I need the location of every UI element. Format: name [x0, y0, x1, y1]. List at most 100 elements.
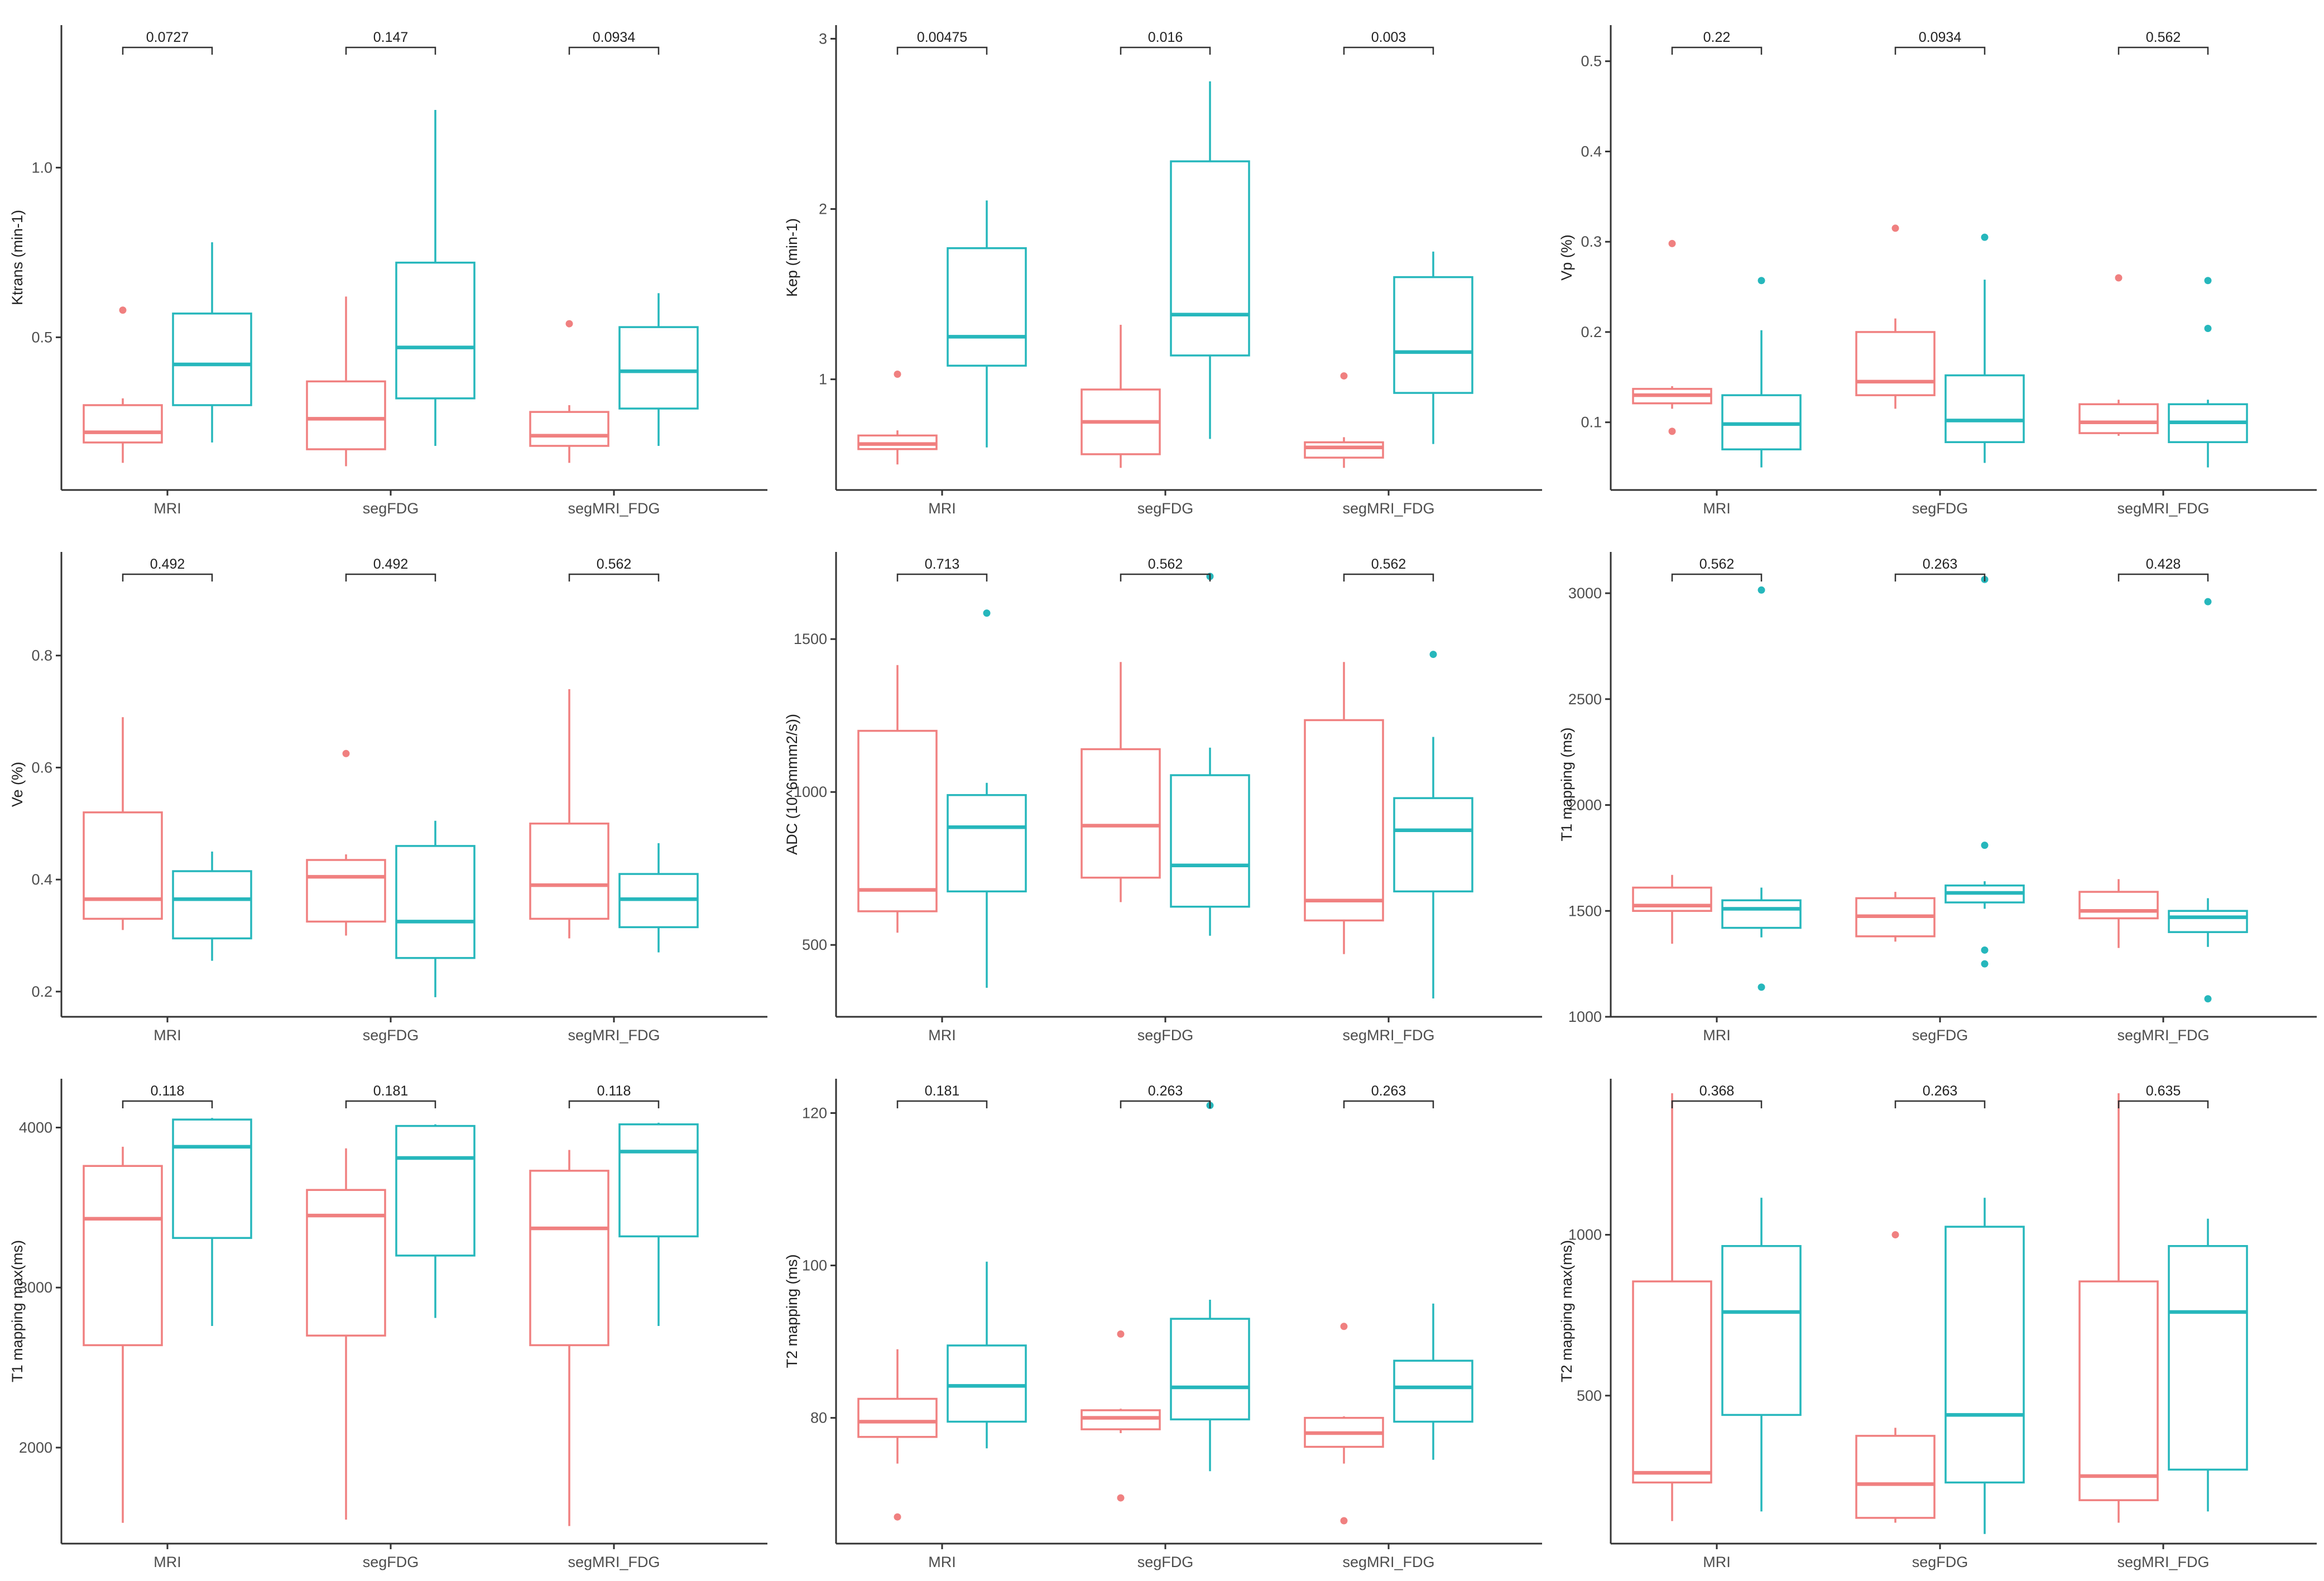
iqr-box: [1944, 374, 2025, 444]
box-group2: [172, 242, 252, 443]
x-category-label: segMRI_FDG: [1342, 500, 1434, 517]
significance-bracket: [1120, 1100, 1211, 1108]
box-group2: [618, 293, 699, 446]
iqr-box: [1721, 1245, 1802, 1416]
iqr-box: [857, 1397, 938, 1438]
box-group1: [1081, 1330, 1161, 1502]
iqr-box: [172, 1118, 252, 1239]
p-value-label: 0.22: [1703, 30, 1731, 45]
box-group1: [306, 1148, 386, 1520]
iqr-box: [172, 870, 252, 940]
iqr-box: [1393, 276, 1473, 394]
significance-bracket: [345, 573, 436, 582]
iqr-box: [1632, 1280, 1712, 1484]
outlier-point: [119, 306, 127, 314]
box-group2: [1393, 251, 1473, 444]
chart-svg: 0.2 0.4 0.6 0.8 Ve (%) MRI segFDG segMRI_FDG 0.4…: [9, 552, 767, 1044]
box-group2: [1721, 277, 1802, 468]
outlier-point: [1668, 427, 1676, 435]
chart-panel: 2000 3000 4000 T1 mapping max(ms) MRI segFDG s…: [0, 1054, 775, 1580]
p-value-label: 0.016: [1148, 30, 1183, 45]
y-tick-label: 0.5: [31, 329, 52, 345]
iqr-box: [947, 1344, 1027, 1423]
iqr-box: [1944, 1226, 2025, 1484]
iqr-box: [1170, 774, 1250, 908]
y-tick-label: 0.1: [1581, 414, 1602, 431]
chart-panel: 500 1000 T2 mapping max(ms) MRI segFDG segMRI…: [1549, 1054, 2324, 1580]
p-value-label: 0.263: [1923, 556, 1958, 572]
significance-bracket: [1343, 46, 1434, 55]
p-value-label: 0.428: [2146, 556, 2181, 572]
significance-bracket: [1120, 573, 1211, 582]
box-group2: [172, 1118, 252, 1327]
y-axis-title: Ktrans (min-1): [9, 210, 26, 305]
significance-bracket: [568, 573, 660, 582]
significance-bracket: [1343, 573, 1434, 582]
box-group1: [1632, 239, 1712, 435]
iqr-box: [529, 1170, 609, 1347]
x-category-label: MRI: [153, 1027, 181, 1044]
iqr-box: [2168, 910, 2248, 933]
outlier-point: [1981, 233, 1989, 241]
box-group1: [857, 665, 938, 933]
p-value-label: 0.147: [373, 30, 409, 45]
box-group1: [529, 689, 609, 939]
iqr-box: [1393, 1359, 1473, 1423]
y-tick-label: 1000: [1568, 1008, 1602, 1025]
box-group2: [395, 820, 476, 997]
outlier-point: [1117, 1494, 1125, 1502]
y-tick-label: 1: [819, 371, 827, 388]
iqr-box: [1170, 1318, 1250, 1421]
outlier-point: [894, 371, 901, 378]
p-value-label: 0.492: [150, 556, 185, 572]
y-tick-label: 2: [819, 201, 827, 218]
y-tick-label: 500: [802, 936, 827, 953]
chart-svg: 500 1000 1500 ADC (10^6mmm2/s)) MRI segFDG seg…: [784, 552, 1542, 1044]
significance-bracket: [1671, 46, 1763, 55]
box-group2: [1721, 586, 1802, 991]
y-tick-label: 1000: [794, 784, 827, 800]
x-category-label: segFDG: [1137, 1554, 1194, 1570]
chart-panel: 1 2 3 Kep (min-1) MRI segFDG segMRI_FDG 0.00475…: [775, 0, 1549, 527]
iqr-box: [2168, 1245, 2248, 1471]
p-value-label: 0.562: [2146, 30, 2181, 45]
box-group1: [2078, 879, 2159, 948]
outlier-point: [2204, 995, 2212, 1003]
chart-svg: 0.1 0.2 0.3 0.4 0.5 Vp (%) MRI segFDG segMRI_FDG…: [1558, 25, 2317, 517]
significance-bracket: [1894, 1100, 1986, 1108]
iqr-box: [1304, 441, 1384, 459]
iqr-box: [1721, 899, 1802, 929]
box-group2: [1393, 651, 1473, 999]
significance-bracket: [896, 46, 988, 55]
box-group1: [1855, 892, 1936, 942]
p-value-label: 0.181: [373, 1083, 409, 1099]
box-group1: [2078, 1093, 2159, 1523]
iqr-box: [83, 811, 163, 920]
box-group1: [1081, 662, 1161, 902]
y-tick-label: 3000: [1568, 585, 1602, 602]
x-category-label: segFDG: [363, 1027, 419, 1044]
p-value-label: 0.562: [597, 556, 632, 572]
y-tick-label: 4000: [19, 1119, 52, 1136]
p-value-label: 0.263: [1148, 1083, 1183, 1099]
outlier-point: [1340, 1323, 1348, 1330]
p-value-label: 0.0934: [593, 30, 636, 45]
box-group2: [1170, 573, 1250, 936]
chart-panel: 0.5 1.0 Ktrans (min-1) MRI segFDG segMRI_FDG 0…: [0, 0, 775, 527]
box-group2: [1170, 1102, 1250, 1472]
iqr-box: [83, 1165, 163, 1347]
iqr-box: [395, 261, 476, 400]
outlier-point: [2115, 274, 2123, 282]
iqr-box: [947, 794, 1027, 893]
y-axis-title: Ve (%): [9, 762, 26, 807]
outlier-point: [1758, 277, 1765, 285]
y-axis-title: Vp (%): [1558, 234, 1575, 281]
iqr-box: [395, 845, 476, 959]
significance-bracket: [2117, 1100, 2209, 1108]
x-category-label: segMRI_FDG: [2117, 1554, 2209, 1570]
x-category-label: MRI: [1703, 1554, 1731, 1570]
x-category-label: MRI: [928, 1027, 956, 1044]
p-value-label: 0.00475: [917, 30, 967, 45]
box-group2: [2168, 277, 2248, 468]
box-group2: [618, 1122, 699, 1327]
